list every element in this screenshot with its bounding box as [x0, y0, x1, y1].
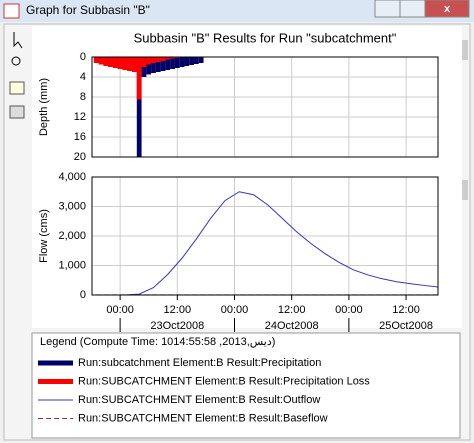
bar [170, 57, 175, 69]
x-tick-label: 00:00 [106, 304, 134, 316]
x-tick-label: 12:00 [164, 304, 192, 316]
print-tool[interactable] [9, 105, 25, 119]
bar [170, 57, 175, 59]
plot-frame [91, 176, 439, 296]
bar [160, 57, 166, 71]
y-tick-label: 4,000 [58, 171, 86, 183]
close[interactable] [424, 0, 470, 18]
legend-label: Run:SUBCATCHMENT Element:B Result:Outflo… [78, 394, 320, 406]
y-tick-label: 1,000 [58, 259, 86, 271]
bar [93, 57, 99, 63]
y-tick-label: 4 [80, 71, 86, 83]
bar [136, 57, 142, 100]
minimize[interactable] [374, 0, 401, 18]
y-axis-label: Depth (mm) [38, 78, 50, 136]
bar [179, 57, 185, 67]
bar [189, 57, 194, 65]
bar [155, 57, 161, 62]
y-axis-label: Flow (cms) [38, 209, 50, 263]
date-label: 23Oct2008 [150, 320, 204, 332]
x-tick-label: 00:00 [221, 304, 249, 316]
bar [103, 57, 109, 66]
zoom-tool[interactable] [11, 56, 21, 66]
legend-label: Run:SUBCATCHMENT Element:B Result:Precip… [78, 375, 370, 387]
y-tick-label: 20 [74, 151, 86, 163]
bar [122, 57, 128, 70]
bar [98, 57, 104, 65]
properties-tool[interactable] [9, 81, 25, 95]
maximize[interactable] [399, 0, 426, 18]
scroll-marker [462, 180, 468, 200]
date-label: 24Oct2008 [265, 320, 319, 332]
legend-label: Run:subcatchment Element:B Result:Precip… [78, 357, 321, 369]
legend-title: Legend (Compute Time: 1014:55:58 ,2013,د… [40, 336, 275, 348]
window-title: Graph for Subbasin "B" [26, 3, 150, 17]
bar [165, 57, 171, 70]
bar [146, 57, 152, 75]
y-tick-label: 2,000 [58, 230, 86, 242]
title-bar [0, 0, 474, 22]
bar [151, 57, 156, 73]
line [96, 191, 439, 296]
x-tick-label: 00:00 [335, 304, 363, 316]
close-x: x [444, 3, 451, 15]
legend-box [31, 332, 461, 439]
bar [184, 57, 190, 66]
legend-label: Run:SUBCATCHMENT Element:B Result:Basefl… [78, 412, 328, 424]
x-tick-label: 12:00 [392, 304, 420, 316]
y-tick-label: 16 [74, 131, 86, 143]
plot-frame [91, 56, 439, 158]
y-tick-label: 12 [74, 111, 86, 123]
bar [146, 57, 152, 65]
chart-title: Subbasin "B" Results for Run "subcatchme… [134, 30, 397, 45]
x-tick-label: 12:00 [278, 304, 306, 316]
y-tick-label: 3,000 [58, 200, 86, 212]
bar [127, 57, 133, 71]
bar [165, 57, 171, 60]
bar [141, 57, 147, 67]
date-label: 25Oct2008 [379, 320, 433, 332]
bar [160, 57, 166, 61]
bar [155, 57, 161, 72]
bar [132, 57, 137, 72]
bar [112, 57, 118, 68]
scroll-marker [462, 40, 468, 60]
y-tick-label: 8 [80, 91, 86, 103]
bar [136, 57, 142, 157]
pointer-tool[interactable] [13, 32, 23, 49]
bar [198, 57, 204, 63]
bar [117, 57, 123, 69]
app-icon [3, 3, 20, 19]
bar [193, 57, 199, 64]
bar [174, 57, 180, 68]
y-tick-label: 0 [80, 51, 86, 63]
bar [108, 57, 113, 67]
y-tick-label: 0 [80, 289, 86, 301]
bar [151, 57, 156, 63]
